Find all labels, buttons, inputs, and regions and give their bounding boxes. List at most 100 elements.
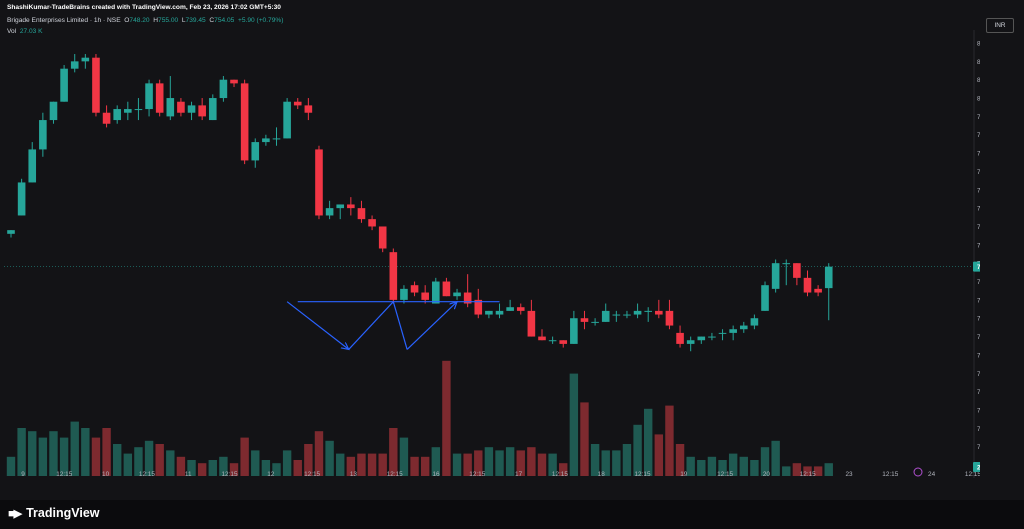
volume-bar (176, 456, 186, 476)
candle-body (432, 281, 440, 304)
candle-body (283, 101, 291, 139)
candle-body (251, 142, 260, 161)
y-tick-label: 710.00 (977, 426, 980, 433)
y-tick-label: 725.00 (977, 371, 980, 378)
volume-bar (346, 456, 356, 476)
candle-body (718, 332, 727, 334)
volume-bar (314, 431, 324, 476)
candle-body (548, 340, 557, 342)
volume-bar (378, 453, 387, 476)
high-value: 755.00 (158, 17, 179, 24)
candle-body (357, 208, 366, 220)
candle-body (824, 266, 833, 289)
candle-body (155, 83, 164, 113)
x-tick-label: 19 (680, 471, 688, 478)
x-tick-label: 12:15 (882, 471, 898, 478)
x-tick-label: 13 (350, 471, 358, 478)
volume-bar (304, 444, 313, 476)
candle-body (474, 299, 483, 315)
y-tick-label: 720.00 (977, 389, 980, 396)
volume-bar (495, 450, 504, 476)
candle-body (803, 277, 812, 293)
volume-bar (665, 405, 674, 476)
candle-body (70, 61, 79, 69)
volume-bar (516, 450, 525, 476)
x-tick-label: 12:15 (304, 471, 320, 478)
price-chart[interactable]: 815.00 810.00 805.00 800.00 795.00 790.00 785.… (4, 30, 980, 478)
volume-bar (590, 444, 600, 476)
volume-bar (49, 431, 58, 476)
currency-button[interactable]: INR (986, 18, 1014, 33)
candle-body (559, 340, 568, 344)
candle-body (208, 98, 217, 121)
volume-bar (537, 453, 547, 476)
x-tick-label: 12:15 (635, 471, 651, 478)
tradingview-logo-text: TradingView (26, 506, 100, 520)
volume-bar (718, 460, 727, 476)
volume-bar (601, 450, 610, 476)
volume-bar (644, 408, 653, 476)
volume-bar (272, 463, 281, 476)
candle-body (230, 79, 238, 84)
volume-badge (973, 462, 980, 472)
volume-bar (208, 460, 217, 476)
candle-body (219, 79, 228, 99)
volume-bar (707, 456, 717, 476)
candle-body (580, 318, 589, 322)
tradingview-logo[interactable]: ■▶ TradingView (8, 506, 100, 520)
candle-body (570, 318, 578, 344)
symbol-name: Brigade Enterprises Limited · 1h · NSE (7, 17, 121, 24)
candle-body (336, 204, 345, 209)
volume-bar (686, 456, 695, 476)
volume-bar (728, 453, 738, 476)
volume-bar (197, 463, 207, 476)
x-tick-label: 24 (928, 471, 936, 478)
trendline (286, 301, 349, 350)
candle-body (463, 292, 472, 304)
volume-bar (771, 440, 780, 476)
volume-bar (750, 460, 759, 476)
candle-body (39, 120, 47, 150)
volume-bar (240, 437, 249, 476)
y-tick-label: 740.00 (977, 316, 980, 323)
y-tick-label: 805.00 (977, 77, 980, 84)
x-tick-label: 12 (267, 471, 275, 478)
x-tick-label: 12:15 (800, 471, 816, 478)
candle-body (17, 182, 26, 216)
volume-bar (293, 460, 302, 476)
volume-bar (219, 456, 228, 476)
candle-body (793, 263, 801, 278)
candle-body (177, 101, 185, 113)
volume-bar (580, 402, 589, 476)
candle-body (49, 101, 58, 121)
volume-bar (792, 463, 802, 476)
close-value: 754.05 (214, 17, 235, 24)
candle-body (325, 208, 334, 216)
candle-body (134, 109, 143, 111)
volume-bar (505, 447, 515, 476)
tradingview-logo-icon: ■▶ (8, 507, 22, 520)
last-price-badge-text: 754.05 (977, 264, 980, 271)
volume-bar (548, 453, 557, 476)
candle-body (686, 340, 695, 344)
candle-body (516, 307, 525, 311)
volume-label: Vol (7, 28, 17, 35)
candle-body (145, 83, 153, 110)
volume-bar (399, 437, 409, 476)
trendline (392, 301, 408, 350)
volume-bar (134, 447, 143, 476)
y-tick-label: 775.00 (977, 187, 980, 194)
close-label: C (209, 17, 215, 24)
x-tick-label: 23 (845, 471, 853, 478)
volume-bar (6, 456, 16, 476)
volume-bar (229, 463, 239, 476)
volume-bar (325, 440, 334, 476)
candle-body (293, 101, 302, 106)
candle-body (644, 310, 652, 312)
candle-body (676, 332, 684, 344)
volume-legend: Vol 27.03 K (7, 28, 43, 35)
volume-bar (675, 444, 685, 476)
volume-bar (102, 428, 111, 476)
candle-body (28, 149, 37, 183)
